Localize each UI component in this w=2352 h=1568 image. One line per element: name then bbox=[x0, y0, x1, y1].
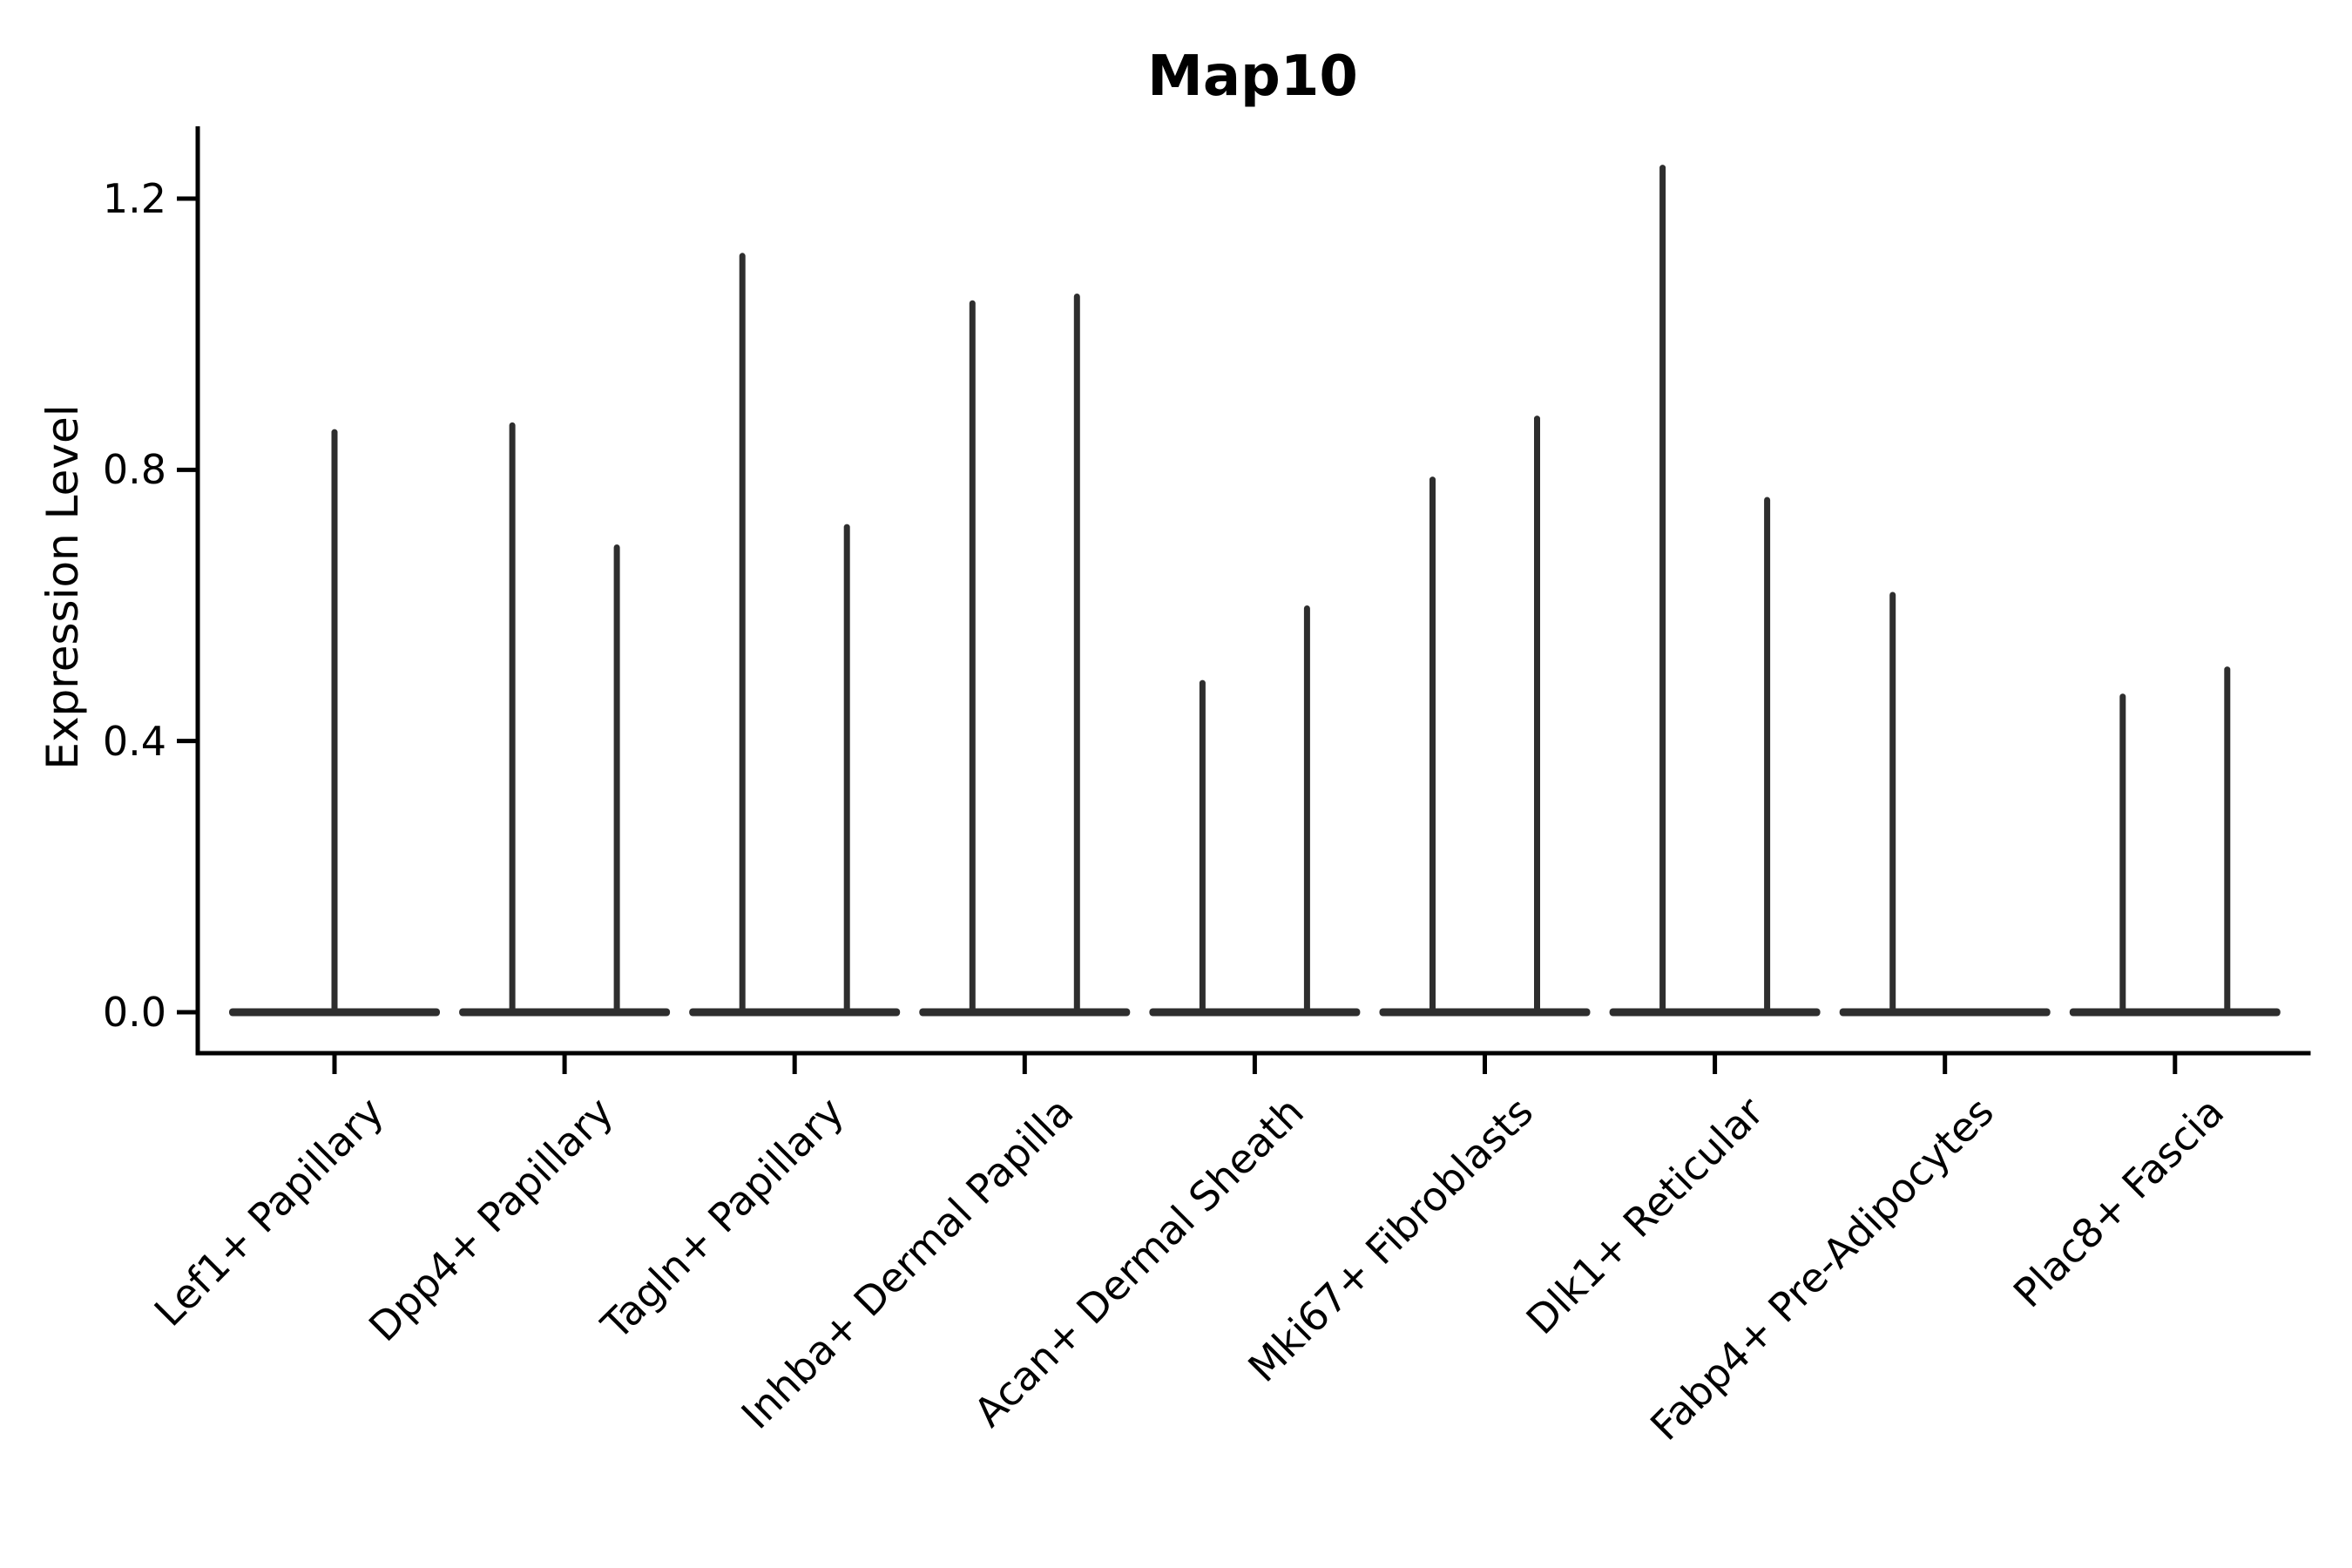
violin-spike bbox=[1199, 679, 1206, 1014]
violin-spike bbox=[739, 253, 746, 1015]
violin-spike bbox=[613, 544, 620, 1014]
violin-spike bbox=[509, 422, 516, 1014]
violin-spike bbox=[1764, 497, 1771, 1014]
violin-base bbox=[919, 1008, 1131, 1017]
y-tick-label: 0.4 bbox=[102, 717, 166, 765]
violin-spike bbox=[1534, 416, 1540, 1014]
violin-base bbox=[1839, 1008, 2051, 1017]
violin-base bbox=[1149, 1008, 1361, 1017]
violin-base bbox=[1609, 1008, 1821, 1017]
y-tick-label: 0.0 bbox=[102, 989, 166, 1036]
violin-spike bbox=[1659, 165, 1666, 1014]
violin-spike bbox=[2224, 666, 2231, 1014]
violin-spike bbox=[1303, 605, 1310, 1014]
violin-spike bbox=[331, 429, 338, 1014]
violin-spike bbox=[1429, 476, 1436, 1014]
violin-spike bbox=[1073, 294, 1080, 1014]
left-spine bbox=[195, 126, 200, 1056]
violin-base bbox=[689, 1008, 901, 1017]
violin-base bbox=[2069, 1008, 2281, 1017]
violin-base bbox=[1379, 1008, 1591, 1017]
y-tick-label: 0.8 bbox=[102, 446, 166, 494]
violin-spike bbox=[2119, 693, 2126, 1014]
y-tick-label: 1.2 bbox=[102, 175, 166, 223]
violin-spike bbox=[1889, 591, 1896, 1014]
chart-title: Map10 bbox=[1147, 44, 1358, 109]
violin-base bbox=[459, 1008, 671, 1017]
violin-spike bbox=[843, 524, 850, 1014]
violin-spike bbox=[969, 300, 976, 1014]
